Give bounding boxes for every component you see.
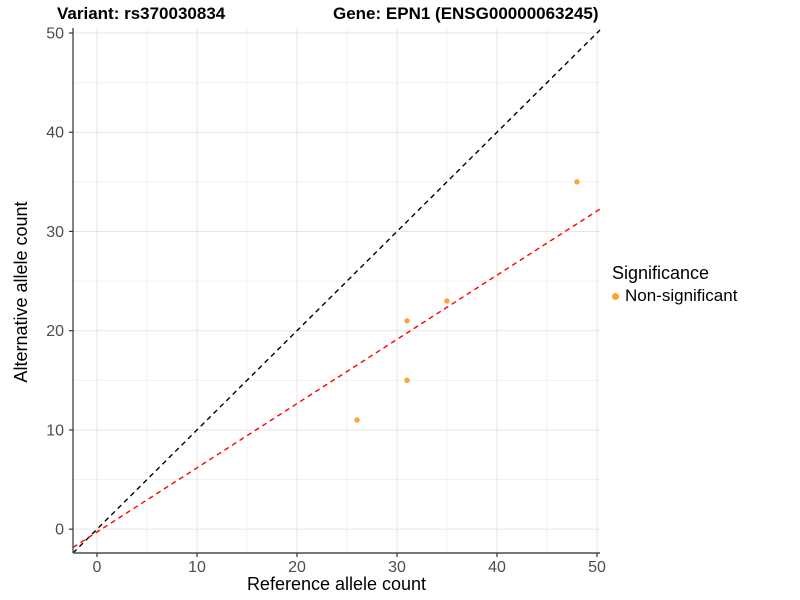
identity-line bbox=[72, 29, 601, 554]
x-tick-label: 0 bbox=[93, 559, 102, 576]
y-axis-title: Alternative allele count bbox=[11, 201, 31, 383]
x-tick-label: 40 bbox=[488, 559, 506, 576]
x-tick-label: 20 bbox=[288, 559, 306, 576]
x-tick-label: 50 bbox=[588, 559, 606, 576]
y-tick-label: 30 bbox=[46, 224, 64, 241]
x-axis-title: Reference allele count bbox=[246, 574, 427, 594]
legend-title: Significance bbox=[612, 263, 710, 283]
x-tick-label: 30 bbox=[388, 559, 406, 576]
gene-title: Gene: EPN1 (ENSG00000063245) bbox=[333, 4, 599, 23]
y-tick-label: 20 bbox=[46, 323, 64, 340]
data-point bbox=[404, 377, 410, 384]
variant-title: Variant: rs370030834 bbox=[57, 4, 226, 23]
legend-item-label: Non-significant bbox=[625, 286, 738, 305]
y-tick-label: 10 bbox=[46, 422, 64, 439]
legend-item-non-significant: Non-significant bbox=[612, 286, 737, 306]
regression-line bbox=[72, 208, 601, 549]
y-tick-label: 40 bbox=[46, 125, 64, 142]
x-tick-label: 10 bbox=[188, 559, 206, 576]
data-point bbox=[404, 318, 410, 324]
data-point bbox=[574, 179, 580, 185]
y-tick-label: 50 bbox=[46, 25, 64, 42]
data-point bbox=[354, 417, 360, 423]
legend-point-icon bbox=[612, 292, 619, 300]
data-point bbox=[444, 298, 450, 304]
legend: Significance Non-significant bbox=[612, 262, 737, 306]
y-tick-label: 0 bbox=[55, 522, 64, 539]
